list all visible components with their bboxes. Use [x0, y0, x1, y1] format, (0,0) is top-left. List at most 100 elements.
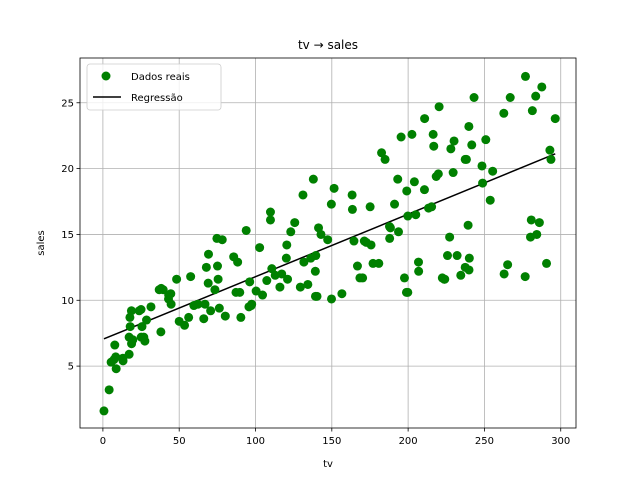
y-axis-ticks: 5 10 15 20 25: [61, 98, 80, 373]
data-point: [337, 289, 347, 299]
data-point: [186, 272, 196, 282]
y-tick-label: 15: [61, 230, 74, 241]
data-point: [390, 199, 400, 209]
y-axis-label: sales: [36, 230, 47, 255]
data-point: [358, 273, 368, 283]
data-point: [427, 202, 437, 212]
data-point: [217, 235, 227, 245]
data-point: [265, 207, 275, 217]
data-point: [312, 291, 322, 301]
data-point: [446, 144, 456, 154]
y-tick-label: 25: [61, 98, 74, 109]
data-point: [469, 93, 479, 103]
data-point: [200, 299, 210, 309]
data-point: [409, 177, 419, 187]
data-point: [419, 185, 429, 195]
data-point: [461, 154, 471, 164]
data-point: [111, 364, 121, 374]
data-point: [440, 274, 450, 284]
data-point: [184, 312, 194, 322]
data-point: [166, 289, 176, 299]
data-point: [235, 287, 245, 297]
data-point: [407, 129, 417, 139]
data-point: [201, 262, 211, 272]
plot-frame: [79, 57, 577, 429]
y-tick-label: 20: [61, 164, 74, 175]
data-point: [213, 261, 223, 271]
data-point: [118, 356, 128, 366]
data-point: [140, 336, 150, 346]
data-point: [505, 93, 515, 103]
data-point: [245, 277, 255, 287]
data-point: [550, 114, 560, 124]
data-point: [308, 174, 318, 184]
data-point: [142, 315, 152, 325]
data-point: [396, 132, 406, 142]
data-point: [531, 91, 541, 101]
data-point: [204, 249, 214, 259]
data-point: [464, 253, 474, 263]
data-point: [281, 253, 291, 263]
data-point: [411, 210, 421, 220]
data-point: [546, 154, 556, 164]
data-point: [156, 327, 166, 337]
data-point: [166, 299, 176, 309]
x-axis-ticks: 0 50 100 150 200 250 300: [100, 428, 570, 447]
data-point: [193, 299, 203, 309]
data-point: [520, 71, 530, 81]
data-point: [236, 312, 246, 322]
x-axis-label: tv: [323, 459, 333, 470]
data-point: [442, 251, 452, 261]
data-point: [233, 257, 243, 267]
data-point: [456, 270, 466, 280]
data-point: [347, 204, 357, 214]
data-point: [126, 306, 136, 316]
data-point: [286, 227, 296, 237]
data-point: [282, 240, 292, 250]
x-tick-label: 100: [246, 436, 265, 447]
data-point: [311, 251, 321, 261]
data-point: [464, 265, 474, 275]
data-point: [463, 220, 473, 230]
data-point: [295, 282, 305, 292]
x-tick-label: 50: [173, 436, 186, 447]
data-point: [420, 114, 430, 124]
data-point: [477, 161, 487, 171]
data-point: [146, 302, 156, 312]
legend-label-line: Regressão: [131, 93, 183, 104]
data-point: [199, 314, 209, 324]
x-tick-label: 250: [475, 436, 494, 447]
data-point: [527, 106, 537, 116]
data-point: [136, 304, 146, 314]
data-point: [203, 278, 213, 288]
data-point: [323, 235, 333, 245]
data-point: [429, 141, 439, 151]
data-point: [503, 260, 513, 270]
data-point: [125, 322, 135, 332]
data-point: [403, 211, 413, 221]
data-point: [464, 121, 474, 131]
data-point: [262, 276, 272, 286]
data-point: [124, 349, 134, 359]
data-point: [377, 148, 387, 158]
data-point: [393, 174, 403, 184]
data-point: [213, 274, 223, 284]
legend-marker-points: [101, 71, 111, 81]
data-point: [499, 108, 509, 118]
x-tick-label: 150: [322, 436, 341, 447]
data-point: [99, 406, 109, 416]
legend-box: [86, 63, 222, 111]
data-point: [349, 236, 359, 246]
data-point: [298, 190, 308, 200]
data-point: [545, 145, 555, 155]
y-tick-label: 10: [61, 296, 74, 307]
data-point: [310, 266, 320, 276]
data-point: [445, 232, 455, 242]
data-point: [526, 215, 536, 225]
data-point: [329, 183, 339, 193]
data-point: [172, 274, 182, 284]
data-point: [478, 178, 488, 188]
data-point: [448, 168, 458, 178]
data-point: [327, 294, 337, 304]
